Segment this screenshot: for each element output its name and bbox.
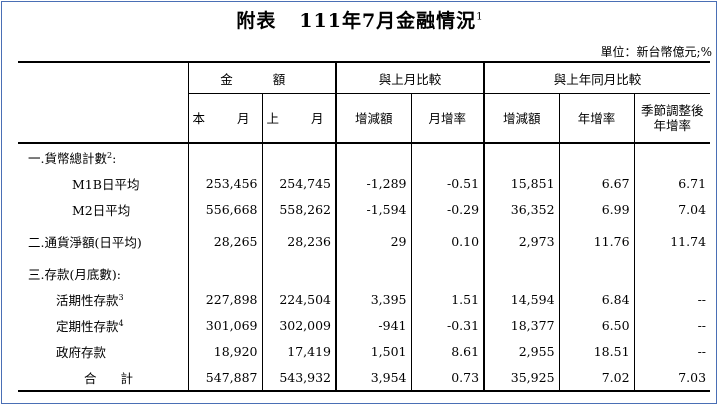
cell-mom-rate: 0.73 — [410, 364, 485, 392]
cell-yoy-rate: 6.50 — [558, 312, 635, 338]
title-footnote: 1 — [476, 11, 484, 23]
row-demand-deposits: 活期性存款3 227,898 224,504 3,395 1.51 14,594… — [18, 286, 711, 312]
cell-mom-rate: -0.51 — [410, 170, 485, 196]
header-mom-rate: 月增率 — [410, 93, 485, 143]
cell-mom-change: -1,594 — [335, 196, 412, 222]
header-row-columns: 本 月 上 月 增減額 月增率 增減額 年增率 季節調整後 年增率 — [18, 93, 711, 144]
cell-yoy-change: 2,973 — [483, 228, 560, 254]
cell-this-month: 547,887 — [187, 364, 262, 392]
cell-last-month: 558,262 — [261, 196, 337, 222]
header-mom-group: 與上月比較 — [335, 61, 485, 94]
cell-sa-rate: 11.74 — [633, 228, 711, 254]
cell-yoy-rate: 6.84 — [558, 286, 635, 312]
header-mom-change: 增減額 — [335, 93, 412, 143]
row-label: 一.貨幣總計數2: — [28, 150, 117, 166]
cell-mom-change: 3,954 — [335, 364, 412, 392]
row-government-deposits: 政府存款 18,920 17,419 1,501 8.61 2,955 18.5… — [18, 338, 711, 364]
row-money-supply: 一.貨幣總計數2: — [18, 143, 711, 170]
header-row-groups: 金 額 與上月比較 與上年同月比較 — [18, 61, 711, 94]
cell-sa-rate: -- — [633, 312, 711, 338]
cell-this-month: 556,668 — [187, 196, 262, 222]
header-blank — [18, 61, 188, 94]
page-title: 附表 111年7月金融情況1 — [0, 6, 720, 33]
cell-mom-change: 29 — [335, 228, 412, 254]
cell-this-month: 28,265 — [187, 228, 262, 254]
cell-mom-change: 1,501 — [335, 338, 412, 364]
cell-last-month: 543,932 — [261, 364, 337, 392]
unit-label: 單位：新台幣億元;% — [600, 45, 712, 59]
row-m2: M2日平均 556,668 558,262 -1,594 -0.29 36,35… — [18, 196, 711, 222]
row-label: 三.存款(月底數): — [28, 266, 121, 282]
cell-mom-rate: -0.29 — [410, 196, 485, 222]
cell-yoy-change: 15,851 — [483, 170, 560, 196]
financial-table: 金 額 與上月比較 與上年同月比較 本 月 上 月 增減額 月增率 增減額 年增… — [18, 61, 711, 392]
cell-yoy-rate: 6.67 — [558, 170, 635, 196]
cell-yoy-change: 36,352 — [483, 196, 560, 222]
title-prefix: 附表 — [236, 10, 277, 32]
cell-yoy-change: 18,377 — [483, 312, 560, 338]
cell-mom-change: 3,395 — [335, 286, 412, 312]
cell-mom-change: -1,289 — [335, 170, 412, 196]
row-label: 政府存款 — [56, 344, 107, 360]
cell-sa-rate: -- — [633, 286, 711, 312]
cell-yoy-rate: 18.51 — [558, 338, 635, 364]
cell-last-month: 302,009 — [261, 312, 337, 338]
cell-mom-rate: -0.31 — [410, 312, 485, 338]
cell-this-month: 18,920 — [187, 338, 262, 364]
row-label: 定期性存款4 — [56, 318, 124, 334]
row-label: M1B日平均 — [72, 176, 140, 192]
cell-yoy-change: 14,594 — [483, 286, 560, 312]
cell-this-month: 301,069 — [187, 312, 262, 338]
row-label: 活期性存款3 — [56, 292, 124, 308]
row-time-deposits: 定期性存款4 301,069 302,009 -941 -0.31 18,377… — [18, 312, 711, 338]
cell-sa-rate: 7.04 — [633, 196, 711, 222]
cell-yoy-change: 35,925 — [483, 364, 560, 392]
header-yoy-change: 增減額 — [483, 93, 560, 143]
header-yoy-group: 與上年同月比較 — [483, 61, 711, 94]
cell-mom-change: -941 — [335, 312, 412, 338]
cell-mom-rate: 0.10 — [410, 228, 485, 254]
cell-sa-rate: 7.03 — [633, 364, 711, 392]
row-label: 二.通貨淨額(日平均) — [28, 234, 142, 250]
row-currency: 二.通貨淨額(日平均) 28,265 28,236 29 0.10 2,973 … — [18, 228, 711, 254]
header-amount-group: 金 額 — [187, 61, 337, 94]
cell-mom-rate: 1.51 — [410, 286, 485, 312]
header-last-month: 上 月 — [261, 93, 337, 143]
header-sa-rate: 季節調整後 年增率 — [633, 93, 711, 143]
header-blank-2 — [18, 94, 188, 144]
header-this-month: 本 月 — [187, 93, 262, 143]
cell-last-month: 254,745 — [261, 170, 337, 196]
cell-sa-rate: -- — [633, 338, 711, 364]
cell-mom-rate: 8.61 — [410, 338, 485, 364]
cell-yoy-change: 2,955 — [483, 338, 560, 364]
cell-yoy-rate: 6.99 — [558, 196, 635, 222]
row-m1b: M1B日平均 253,456 254,745 -1,289 -0.51 15,8… — [18, 170, 711, 196]
title-main: 111年7月金融情況 — [299, 10, 477, 32]
cell-last-month: 28,236 — [261, 228, 337, 254]
cell-this-month: 253,456 — [187, 170, 262, 196]
row-label: 合 計 — [18, 364, 188, 392]
cell-this-month: 227,898 — [187, 286, 262, 312]
cell-sa-rate: 6.71 — [633, 170, 711, 196]
header-yoy-rate: 年增率 — [558, 93, 635, 143]
cell-yoy-rate: 11.76 — [558, 228, 635, 254]
row-label: M2日平均 — [72, 202, 131, 218]
cell-yoy-rate: 7.02 — [558, 364, 635, 392]
cell-last-month: 224,504 — [261, 286, 337, 312]
cell-last-month: 17,419 — [261, 338, 337, 364]
row-deposits: 三.存款(月底數): — [18, 260, 711, 286]
row-total: 合 計 547,887 543,932 3,954 0.73 35,925 7.… — [18, 364, 711, 392]
